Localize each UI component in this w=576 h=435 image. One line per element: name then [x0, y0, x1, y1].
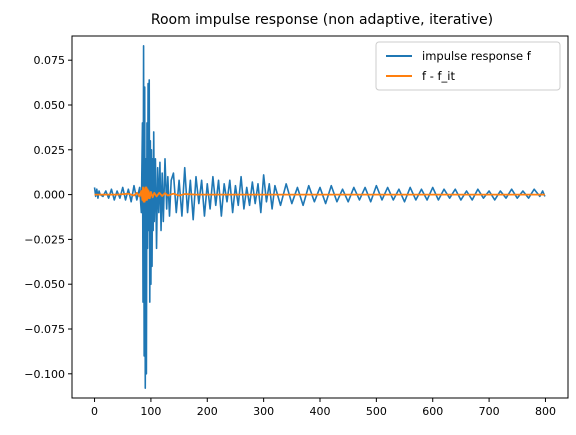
legend-label-2: f - f_it — [422, 69, 456, 83]
axes: 0 100 200 300 400 500 600 700 800 0.075 0.050 0.025… — [24, 35, 569, 418]
plot-area — [93, 45, 546, 389]
chart-title: Room impulse response (non adaptive, ite… — [151, 12, 493, 28]
x-tick-label: 700 — [479, 405, 500, 418]
series-line-2 — [94, 186, 545, 203]
legend: impulse response f f - f_it — [375, 41, 561, 91]
y-tick-label: 0.025 — [34, 144, 66, 157]
x-tick-label: 600 — [422, 405, 443, 418]
y-tick-label: −0.075 — [24, 323, 65, 336]
x-tick-label: 0 — [91, 405, 98, 418]
y-tick-label: 0.075 — [34, 54, 66, 67]
y-tick-label: 0.000 — [34, 189, 66, 202]
x-tick-label: 200 — [197, 405, 218, 418]
legend-box — [375, 41, 561, 91]
x-tick-label: 300 — [253, 405, 274, 418]
y-tick-label: 0.050 — [34, 99, 66, 112]
x-tick-label: 400 — [310, 405, 331, 418]
y-tick-label: −0.050 — [24, 278, 65, 291]
x-tick-label: 100 — [140, 405, 161, 418]
y-tick-label: −0.025 — [24, 233, 65, 246]
x-tick-label: 500 — [366, 405, 387, 418]
y-tick-label: −0.100 — [24, 368, 65, 381]
legend-label-1: impulse response f — [422, 49, 532, 63]
x-tick-label: 800 — [535, 405, 556, 418]
